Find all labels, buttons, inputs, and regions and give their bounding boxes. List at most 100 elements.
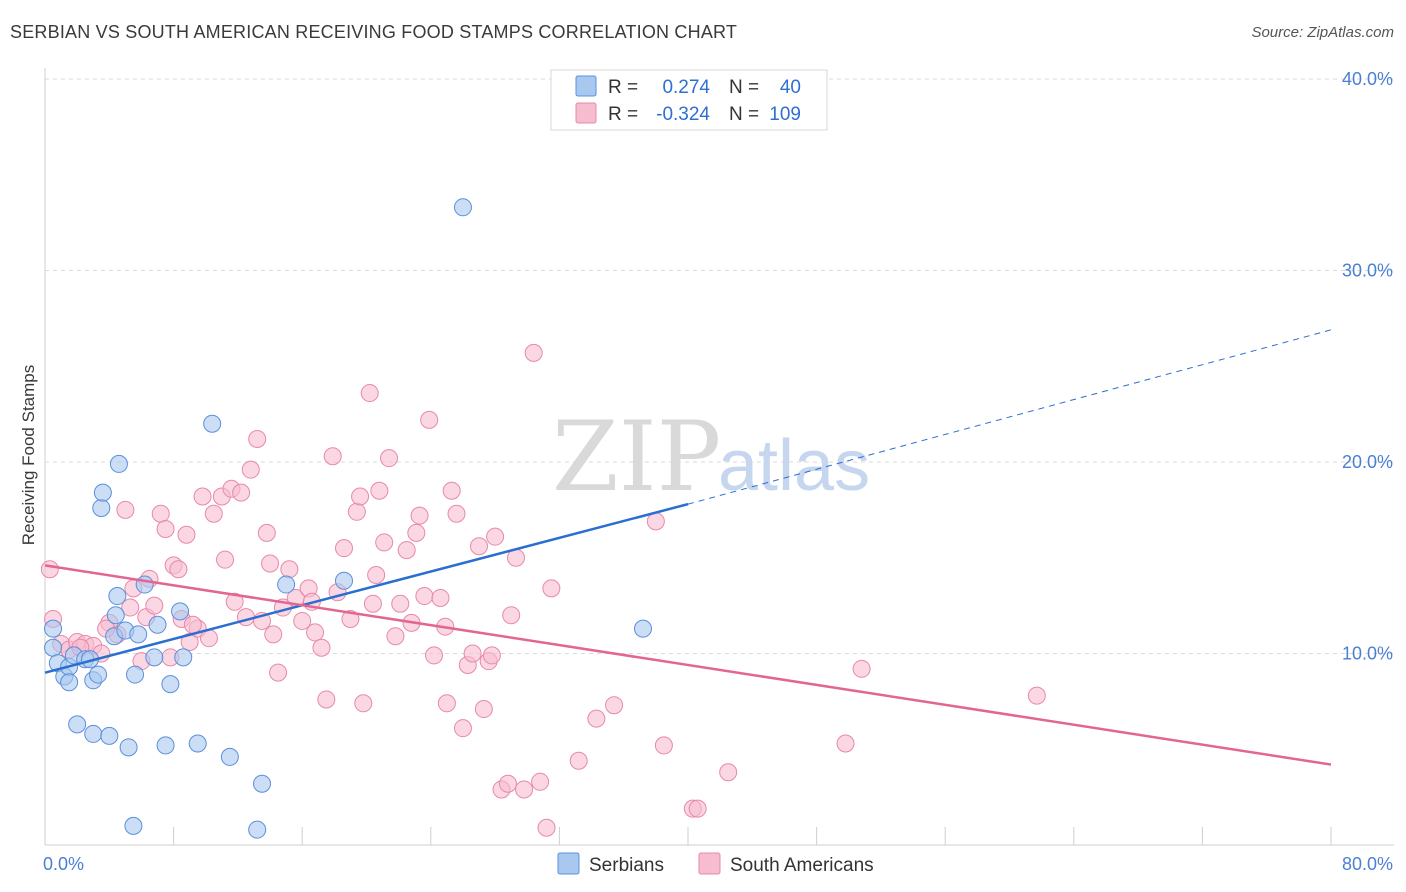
y-tick-label-3: 40.0% — [1342, 69, 1393, 89]
chart-title: SERBIAN VS SOUTH AMERICAN RECEIVING FOOD… — [10, 22, 738, 42]
legend-box — [550, 69, 828, 131]
south-american-point — [442, 481, 461, 500]
x-tick-label-0: 0.0% — [43, 854, 84, 874]
axes — [44, 68, 1394, 846]
south-american-point — [415, 587, 434, 606]
serbian-point — [106, 606, 125, 625]
south-american-point — [264, 625, 283, 644]
serbian-point — [253, 774, 272, 793]
south-american-point — [524, 343, 543, 362]
south-american-point — [280, 560, 299, 579]
south-american-point — [323, 447, 342, 466]
serbian-point — [453, 198, 472, 217]
south-american-trend-line — [44, 564, 1332, 766]
south-american-point — [1027, 686, 1046, 705]
south-american-point — [453, 719, 472, 738]
south-american-point — [380, 449, 399, 468]
south-american-point — [306, 623, 325, 642]
serbian-point — [145, 648, 164, 667]
legend-n-value-serbians: 40 — [780, 77, 801, 98]
legend-bottom-label-south-americans: South Americans — [730, 855, 874, 876]
y-axis-label: Receiving Food Stamps — [19, 365, 38, 545]
legend-r-value-south-americans: -0.324 — [656, 104, 710, 125]
south-american-point — [363, 594, 382, 613]
serbian-point — [248, 820, 267, 839]
south-american-point — [482, 646, 501, 665]
serbian-point — [135, 575, 154, 594]
serbian-point — [92, 498, 111, 517]
watermark: ZIP atlas — [552, 401, 870, 513]
serbian-point — [161, 675, 180, 694]
south-american-point — [542, 579, 561, 598]
legend-bottom-label-serbians: Serbians — [589, 855, 664, 876]
serbian-point — [126, 665, 145, 684]
serbian-point — [124, 816, 143, 835]
south-american-point — [312, 638, 331, 657]
y-tick-label-0: 10.0% — [1342, 644, 1393, 664]
south-american-point — [569, 751, 588, 770]
south-american-point — [40, 560, 59, 579]
serbian-point — [109, 454, 128, 473]
trend-lines — [44, 329, 1332, 766]
south-american-point — [605, 696, 624, 715]
south-american-point — [397, 541, 416, 560]
south-american-point — [531, 772, 550, 791]
y-tick-label-2: 30.0% — [1342, 261, 1393, 281]
south-american-point — [370, 481, 389, 500]
south-american-point — [688, 799, 707, 818]
legend-r-label-serbians: R = — [608, 77, 638, 98]
south-american-point — [836, 734, 855, 753]
south-american-point — [236, 608, 255, 627]
serbian-point — [220, 747, 239, 766]
serbian-point — [203, 414, 222, 433]
serbian-points — [44, 198, 652, 839]
legend-swatch-south-americans — [575, 102, 597, 124]
legend-top: R = 0.274 N = 40 R = -0.324 N = 109 — [550, 69, 828, 131]
south-american-point — [515, 780, 534, 799]
south-american-point — [151, 504, 170, 523]
serbian-point — [148, 615, 167, 634]
legend-n-label-south-americans: N = — [729, 104, 759, 125]
south-american-point — [241, 460, 260, 479]
source-credit: Source: ZipAtlas.com — [1251, 24, 1394, 41]
south-american-point — [116, 500, 135, 519]
serbian-point — [334, 571, 353, 590]
south-american-point — [447, 504, 466, 523]
legend-swatch-serbians — [575, 75, 597, 97]
south-american-point — [431, 588, 450, 607]
south-american-point — [425, 646, 444, 665]
south-american-point — [587, 709, 606, 728]
legend-r-value-serbians: 0.274 — [662, 77, 710, 98]
south-american-point — [391, 594, 410, 613]
south-american-point — [177, 525, 196, 544]
serbian-point — [93, 483, 112, 502]
serbian-point — [156, 736, 175, 755]
serbian-point — [60, 673, 79, 692]
south-american-point — [169, 560, 188, 579]
serbian-point — [108, 587, 127, 606]
serbian-point — [84, 724, 103, 743]
serbian-point — [44, 619, 63, 638]
south-american-point — [225, 592, 244, 611]
x-tick-label-1: 80.0% — [1342, 854, 1393, 874]
south-american-point — [204, 504, 223, 523]
south-american-point — [354, 694, 373, 713]
serbian-trend-line — [44, 502, 689, 674]
south-american-point — [351, 487, 370, 506]
south-american-point — [257, 523, 276, 542]
south-american-point — [269, 663, 288, 682]
south-american-point — [654, 736, 673, 755]
south-american-point — [367, 565, 386, 584]
x-tick-labels: 0.0% 80.0% — [43, 854, 1393, 874]
serbian-point — [188, 734, 207, 753]
south-american-point — [360, 384, 379, 403]
south-american-point — [502, 606, 521, 625]
serbian-point — [174, 648, 193, 667]
south-american-point — [852, 659, 871, 678]
y-tick-labels: 10.0% 20.0% 30.0% 40.0% — [1342, 69, 1393, 664]
south-american-point — [410, 506, 429, 525]
south-american-point — [646, 512, 665, 531]
south-american-point — [145, 596, 164, 615]
south-american-point — [347, 502, 366, 521]
